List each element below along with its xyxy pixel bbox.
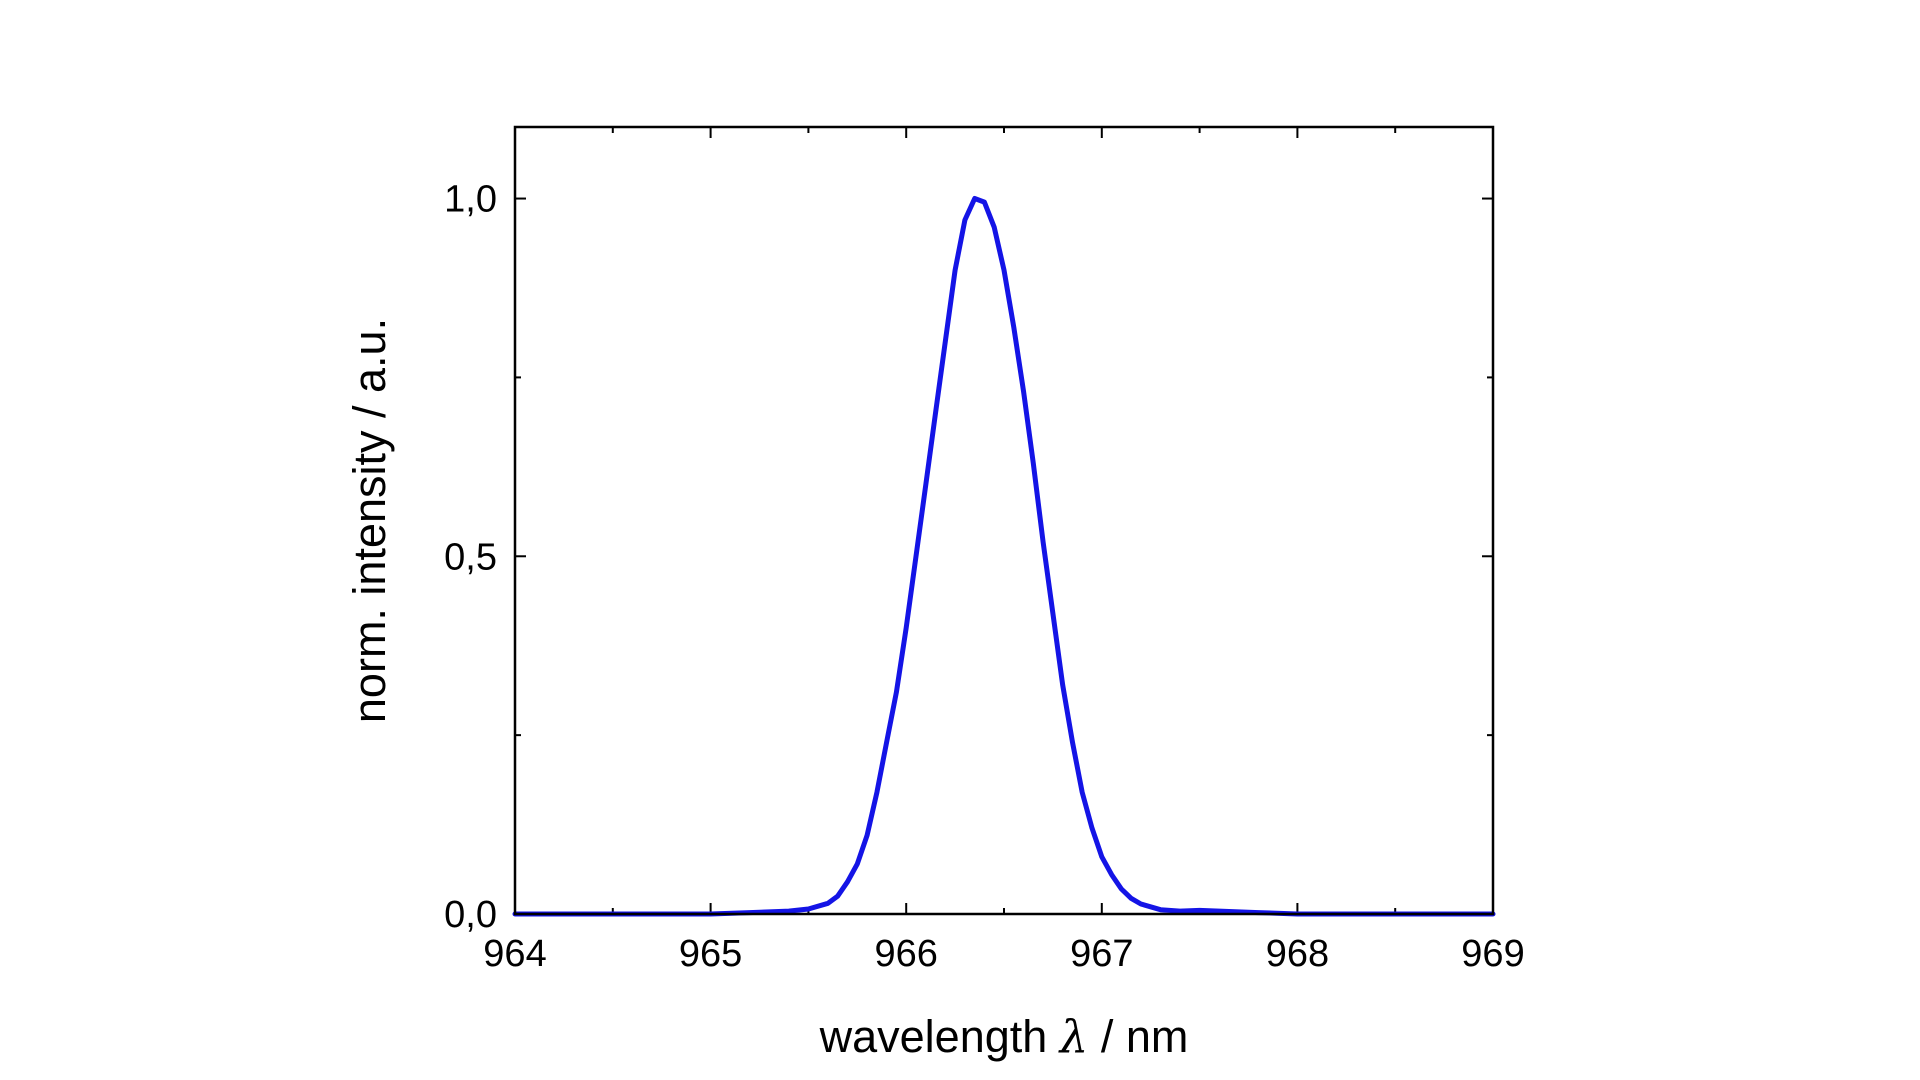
y-tick-label: 0,5	[444, 536, 497, 578]
x-tick-label: 966	[874, 933, 937, 975]
y-axis-title: norm. intensity / a.u.	[344, 318, 395, 723]
x-axis-title: wavelength λ / nm	[819, 1010, 1189, 1063]
lambda-symbol: λ	[1058, 1010, 1089, 1063]
x-tick-label: 969	[1461, 933, 1524, 975]
series-layer	[512, 196, 1496, 917]
y-tick-label: 1,0	[444, 179, 497, 221]
plot-frame	[513, 125, 1495, 916]
x-tick-label: 964	[483, 933, 546, 975]
x-tick-label: 968	[1266, 933, 1329, 975]
x-axis-title-prefix: wavelength	[819, 1011, 1060, 1062]
spectrum-line	[512, 196, 1496, 917]
labels-layer: 964 965 966 967 968 969 0,0 0,5 1,0	[444, 179, 1525, 975]
y-tick-label: 0,0	[444, 894, 497, 936]
x-axis-title-suffix: / nm	[1088, 1011, 1188, 1062]
x-tick-label: 965	[679, 933, 742, 975]
x-tick-label: 967	[1070, 933, 1133, 975]
